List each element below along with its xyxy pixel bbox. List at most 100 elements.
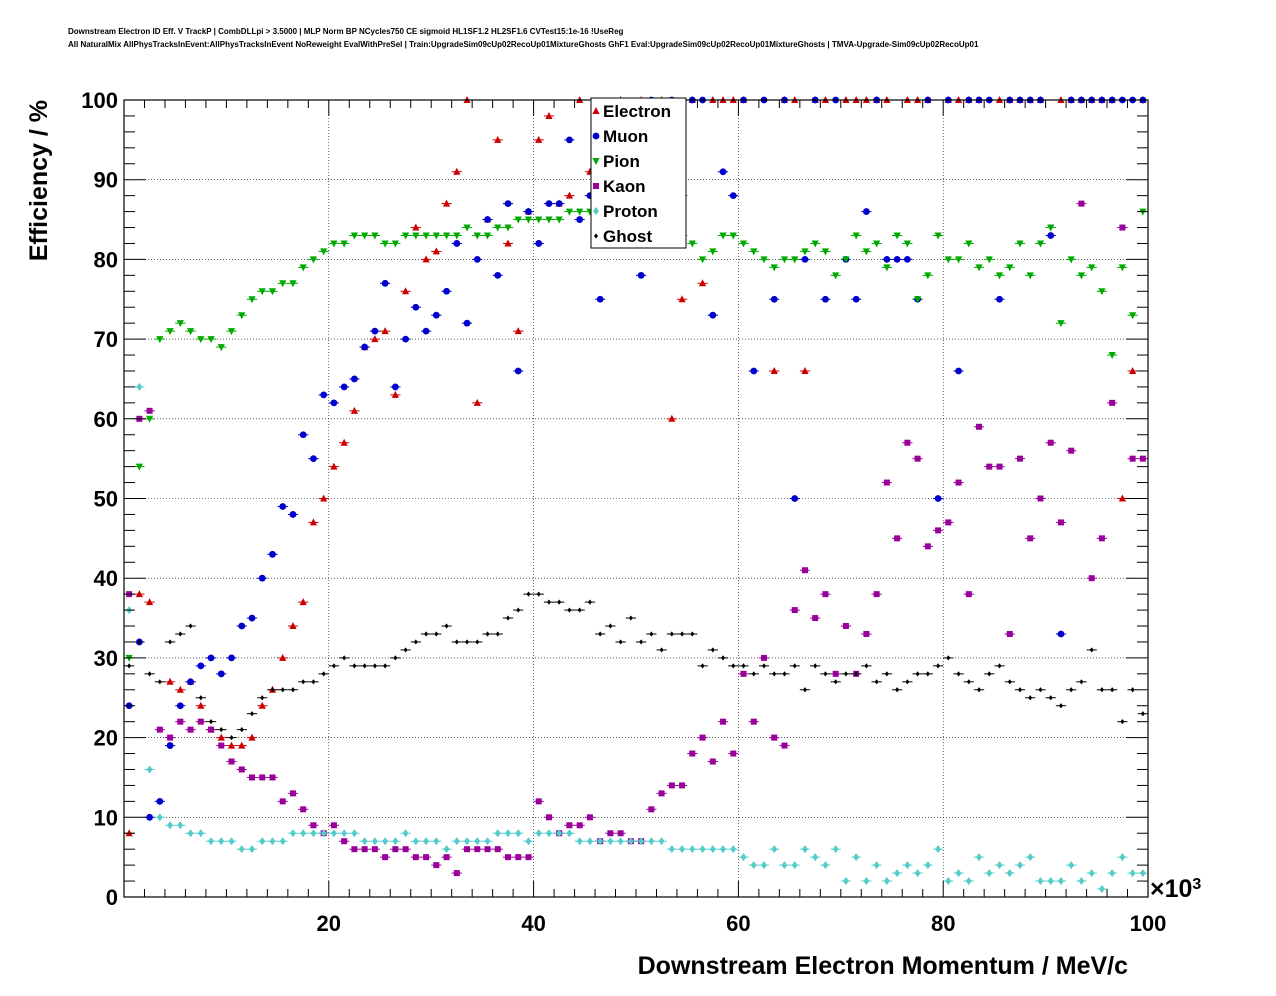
muon-point <box>453 240 461 247</box>
pion-point <box>698 256 707 264</box>
pion-point <box>924 272 932 280</box>
ghost-point <box>977 687 982 693</box>
muon-point <box>156 797 164 805</box>
y-tick-label: 40 <box>94 566 118 591</box>
pion-point <box>1129 312 1137 320</box>
muon-point <box>893 256 901 263</box>
ghost-point <box>833 679 838 685</box>
legend-label: Pion <box>603 152 640 171</box>
pion-point <box>258 288 266 296</box>
x-axis-multiplier: ×103 <box>1150 875 1201 903</box>
legend-entry-kaon: Kaon <box>593 177 646 196</box>
ghost-point <box>936 663 941 669</box>
pion-point <box>729 232 737 240</box>
pion-point <box>1047 224 1055 232</box>
muon-point <box>596 295 604 303</box>
proton-point <box>1119 853 1126 862</box>
ghost-point <box>884 671 889 677</box>
pion-point <box>883 264 891 272</box>
muon-point <box>473 256 481 263</box>
legend-marker-pion <box>592 158 600 165</box>
ghost-point <box>577 607 582 613</box>
kaon-point <box>965 591 972 598</box>
ghost-point <box>1099 687 1104 693</box>
pion-point <box>402 232 410 240</box>
proton-point <box>791 861 798 870</box>
pion-point <box>1077 272 1086 280</box>
pion-point <box>524 216 533 224</box>
muon-point <box>463 319 471 327</box>
pion-point <box>709 248 717 256</box>
pion-point <box>483 232 492 240</box>
ghost-point <box>1130 687 1135 693</box>
pion-point <box>176 320 184 328</box>
electron-point <box>504 239 512 247</box>
pion-point <box>135 463 143 471</box>
electron-point <box>494 135 502 143</box>
proton-point <box>986 869 993 878</box>
pion-point <box>719 232 727 240</box>
electron-point <box>514 327 522 335</box>
kaon-point <box>402 846 409 853</box>
pion-point <box>248 296 256 304</box>
kaon-point <box>668 782 675 789</box>
pion-point <box>1006 264 1014 272</box>
muon-point <box>729 192 737 200</box>
proton-point <box>955 869 962 878</box>
proton-point <box>525 837 532 846</box>
muon-point <box>402 335 409 343</box>
muon-point <box>391 383 399 391</box>
kaon-point <box>781 742 788 749</box>
pion-point <box>1067 256 1075 264</box>
proton-point <box>177 821 184 830</box>
kaon-point <box>761 654 767 661</box>
proton-point <box>638 837 645 846</box>
ghost-point <box>782 671 787 677</box>
proton-point <box>289 829 296 838</box>
pion-point <box>1108 352 1116 360</box>
proton-point <box>187 829 194 838</box>
electron-point <box>391 390 399 398</box>
muon-point <box>422 327 430 335</box>
kaon-point <box>351 846 358 853</box>
pion-point <box>565 208 574 216</box>
ghost-point <box>1140 711 1145 717</box>
ghost-point <box>813 663 818 669</box>
kaon-point <box>679 782 686 789</box>
ghost-point <box>178 631 183 637</box>
kaon-point <box>218 742 225 749</box>
pion-point <box>1098 288 1106 296</box>
muon-point <box>709 311 717 319</box>
muon-point <box>381 279 389 287</box>
legend-label: Ghost <box>603 227 652 246</box>
ghost-point <box>209 719 214 725</box>
kaon-point <box>904 439 911 446</box>
pion-point <box>842 256 850 264</box>
pion-point <box>770 264 778 272</box>
legend-marker-electron <box>592 107 600 114</box>
pion-point <box>453 232 461 240</box>
proton-point <box>556 829 563 838</box>
ghost-point <box>198 695 203 701</box>
ghost-point <box>168 639 173 645</box>
muon-point <box>187 678 194 686</box>
pion-point <box>504 224 512 232</box>
legend-marker-ghost <box>594 233 598 239</box>
kaon-point <box>1037 495 1044 502</box>
proton-point <box>720 845 727 854</box>
muon-point <box>883 256 891 263</box>
proton-point <box>597 837 604 846</box>
kaon-point <box>720 718 727 725</box>
pion-point <box>852 232 860 240</box>
pion-point <box>832 272 840 280</box>
pion-point <box>535 216 543 224</box>
ghost-point <box>260 695 265 701</box>
x-tick-label: 60 <box>726 911 750 936</box>
kaon-point <box>167 734 174 741</box>
electron-point <box>217 733 225 741</box>
muon-point <box>412 303 420 311</box>
kaon-point <box>177 718 184 725</box>
pion-point <box>371 232 379 240</box>
pion-point <box>227 328 236 336</box>
proton-point <box>730 845 737 854</box>
